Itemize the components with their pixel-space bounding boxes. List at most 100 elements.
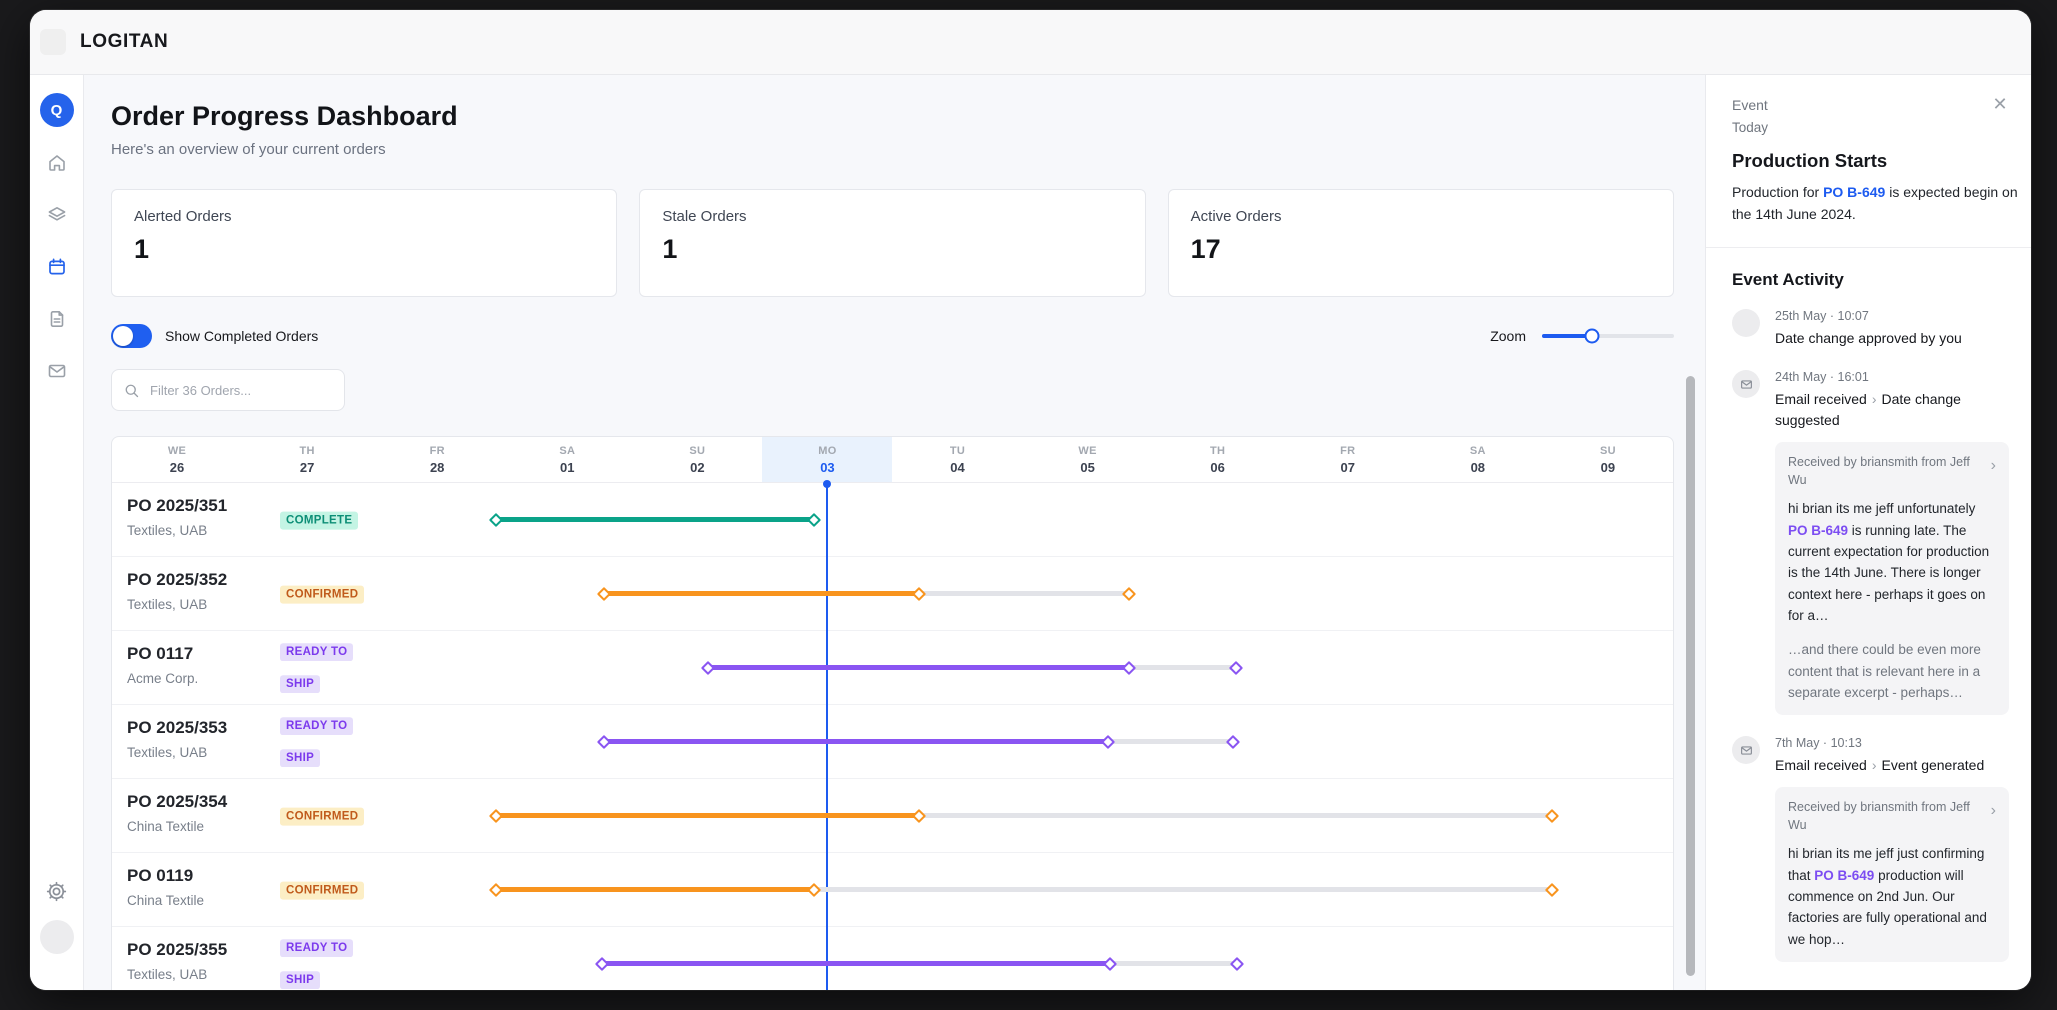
status-badge-label: CONFIRMED [280, 807, 365, 826]
sidebar-collapse-button[interactable] [39, 920, 74, 954]
activity-item: 7th May · 10:13 Email received › Event gene… [1732, 736, 2009, 962]
event-title: Production Starts [1732, 150, 1888, 171]
order-company: Textiles, UAB [127, 523, 208, 538]
order-company: Textiles, UAB [127, 745, 208, 760]
stat-card: Stale Orders 1 [639, 189, 1146, 297]
stat-cards: Alerted Orders 1 Stale Orders 1 Active Order… [111, 189, 1674, 297]
date-column: FR 07 [1283, 437, 1413, 482]
stat-value: 1 [134, 234, 150, 264]
filter-orders-input[interactable] [148, 381, 332, 399]
user-avatar[interactable]: Q [39, 93, 74, 127]
milestone-diamond-icon [911, 586, 926, 602]
order-po-number: PO 0117 [127, 644, 194, 663]
main-content: Order Progress Dashboard Here's an overv… [84, 75, 1705, 990]
order-po-number: PO 0119 [127, 866, 194, 885]
main-scrollbar[interactable] [1686, 376, 1695, 976]
sidebar-item-calendar-icon[interactable] [47, 257, 67, 277]
zoom-slider[interactable] [1542, 328, 1674, 344]
day-abbr: TH [1210, 444, 1226, 457]
day-abbr: FR [1340, 444, 1356, 457]
email-excerpt-card[interactable]: Received by briansmith from Jeff Wu › hi b… [1775, 787, 2009, 962]
day-abbr: WE [167, 444, 187, 457]
status-badge: CONFIRMED [280, 873, 365, 906]
gantt-remaining-segment [1109, 961, 1238, 966]
event-desc-text-2: is expected begin on the 14th June 2024. [1732, 184, 2018, 222]
zoom-label: Zoom [1490, 328, 1526, 344]
timeline-controls: Show Completed Orders Zoom [111, 323, 1674, 349]
po-link[interactable]: PO B-649 [1823, 184, 1886, 200]
stat-value: 1 [662, 234, 678, 264]
po-link[interactable]: PO B-649 [1814, 867, 1875, 883]
po-link[interactable]: PO B-649 [1788, 522, 1849, 538]
order-row[interactable]: PO 2025/354 China Textile CONFIRMED [112, 779, 1673, 853]
status-badge: CONFIRMED [280, 799, 365, 832]
status-badge-label: COMPLETE [280, 511, 359, 530]
date-column: FR 28 [372, 437, 502, 482]
sidebar-item-mail-icon[interactable] [47, 361, 67, 381]
day-abbr: SU [689, 444, 706, 457]
day-number: 04 [950, 459, 965, 475]
sidebar-item-layers-icon[interactable] [47, 205, 67, 225]
order-row[interactable]: PO 2025/352 Textiles, UAB CONFIRMED [112, 557, 1673, 631]
order-company: Textiles, UAB [127, 967, 208, 982]
date-column: SU 09 [1543, 437, 1673, 482]
milestone-diamond-icon [807, 512, 822, 528]
order-row[interactable]: PO 0117 Acme Corp. READY TO SHIP [112, 631, 1673, 705]
milestone-diamond-icon [1226, 734, 1241, 750]
search-icon [124, 383, 139, 398]
close-icon[interactable]: ✕ [1992, 94, 2008, 114]
panel-kicker: Event [1732, 97, 1768, 113]
stat-card: Active Orders 17 [1167, 189, 1674, 297]
gantt-progress-segment [707, 665, 1130, 670]
order-row[interactable]: PO 2025/353 Textiles, UAB READY TO SHIP [112, 705, 1673, 779]
status-badge: COMPLETE [280, 503, 359, 536]
date-column: WE 05 [1023, 437, 1153, 482]
gantt-progress-segment [603, 739, 1109, 744]
show-completed-toggle[interactable] [111, 324, 152, 348]
order-row[interactable]: PO 0119 China Textile CONFIRMED [112, 853, 1673, 927]
gantt-chart: WE 26 TH 27 FR 28 SA 01 SU 02 MO 03 TU 04 WE 05 TH 06 FR 07… [111, 436, 1674, 990]
gantt-remaining-segment [918, 591, 1130, 596]
milestone-diamond-icon [488, 882, 503, 898]
zoom-slider-fill [1542, 334, 1593, 338]
activity-text: Email received › Event generated [1775, 757, 1985, 774]
date-column: TH 27 [242, 437, 372, 482]
chevron-right-icon[interactable]: › [1990, 802, 1996, 820]
gantt-progress-segment [495, 887, 815, 892]
toggle-label: Show Completed Orders [165, 328, 319, 344]
status-badge-label: CONFIRMED [280, 585, 365, 604]
order-company: China Textile [127, 893, 205, 908]
milestone-diamond-icon [488, 512, 503, 528]
activity-text: Date change approved by you [1775, 330, 1962, 347]
order-po-number: PO 2025/352 [127, 570, 228, 589]
milestone-diamond-icon [1230, 956, 1245, 972]
event-activity-title: Event Activity [1732, 270, 1844, 290]
email-source: Received by briansmith from Jeff Wu [1788, 800, 1970, 832]
day-abbr: MO [818, 444, 837, 457]
zoom-slider-knob[interactable] [1584, 328, 1600, 344]
sidebar-item-document-icon[interactable] [47, 309, 67, 329]
email-excerpt-card[interactable]: Received by briansmith from Jeff Wu › hi b… [1775, 442, 2009, 716]
sidebar: Q [30, 75, 84, 990]
chevron-right-icon: › [1871, 757, 1877, 774]
brand-name: LOGITAN [80, 31, 169, 52]
order-row[interactable]: PO 2025/355 Textiles, UAB READY TO SHIP [112, 927, 1673, 990]
event-panel: ✕ Event Today Production Starts Producti… [1705, 75, 2031, 990]
top-bar: LOGITAN [30, 10, 2031, 75]
order-filter [111, 369, 345, 411]
gantt-remaining-segment [918, 813, 1553, 818]
order-row[interactable]: PO 2025/351 Textiles, UAB COMPLETE [112, 483, 1673, 557]
sidebar-item-home-icon[interactable] [47, 153, 67, 173]
milestone-diamond-icon [595, 956, 610, 972]
settings-gear-icon[interactable] [46, 881, 67, 902]
order-po-number: PO 2025/355 [127, 940, 228, 959]
milestone-diamond-icon [488, 808, 503, 824]
status-badge: READY TO SHIP [280, 635, 366, 701]
chevron-right-icon[interactable]: › [1990, 457, 1996, 475]
page-title: Order Progress Dashboard [111, 101, 458, 131]
milestone-diamond-icon [807, 882, 822, 898]
activity-item: 25th May · 10:07 Date change approved by … [1732, 309, 2009, 349]
status-badge-label: READY TO SHIP [280, 642, 354, 694]
activity-timestamp: 24th May · 16:01 [1775, 370, 1869, 385]
day-abbr: WE [1078, 444, 1097, 457]
